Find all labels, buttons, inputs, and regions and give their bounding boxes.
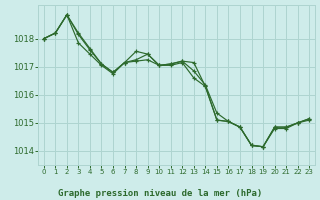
- Text: Graphe pression niveau de la mer (hPa): Graphe pression niveau de la mer (hPa): [58, 189, 262, 198]
